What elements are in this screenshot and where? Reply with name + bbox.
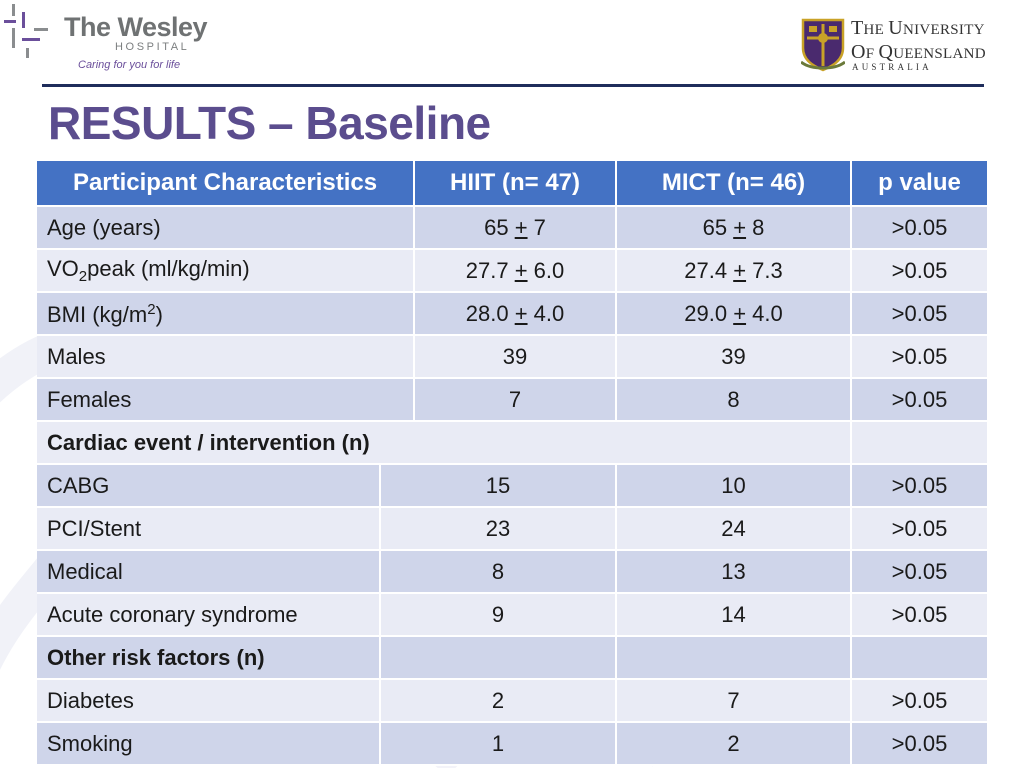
header-divider [42, 84, 984, 87]
table-row-vo2peak: VO2peak (ml/kg/min) 27.7 + 6.0 27.4 + 7.… [37, 250, 987, 293]
empty-cell [852, 422, 987, 465]
mict-value: 14 [617, 594, 852, 637]
hiit-value: 9 [381, 594, 617, 637]
p-value: >0.05 [852, 508, 987, 551]
table-row-smoking: Smoking 1 2 >0.05 [37, 723, 987, 766]
table-section-cardiac: Cardiac event / intervention (n) [37, 422, 987, 465]
table-section-risk-factors: Other risk factors (n) [37, 637, 987, 680]
p-value: >0.05 [852, 680, 987, 723]
row-label: CABG [37, 465, 381, 508]
row-label: VO2peak (ml/kg/min) [37, 250, 415, 293]
uq-crest-icon [801, 18, 845, 72]
baseline-results-table: Participant Characteristics HIIT (n= 47)… [37, 161, 987, 766]
hiit-value: 7 [415, 379, 617, 422]
wesley-cross-icon [4, 4, 48, 58]
hiit-value: 28.0 + 4.0 [415, 293, 617, 336]
table-row-pci-stent: PCI/Stent 23 24 >0.05 [37, 508, 987, 551]
hiit-value: 65 + 7 [415, 207, 617, 250]
empty-cell [381, 637, 617, 680]
row-label: PCI/Stent [37, 508, 381, 551]
hiit-value: 1 [381, 723, 617, 766]
hiit-value: 2 [381, 680, 617, 723]
section-label: Cardiac event / intervention (n) [37, 422, 852, 465]
table-row-diabetes: Diabetes 2 7 >0.05 [37, 680, 987, 723]
table-row-cabg: CABG 15 10 >0.05 [37, 465, 987, 508]
hospital-name: The Wesley [64, 12, 208, 42]
row-label: Acute coronary syndrome [37, 594, 381, 637]
p-value: >0.05 [852, 551, 987, 594]
empty-cell [617, 637, 852, 680]
row-label: Diabetes [37, 680, 381, 723]
header-p-value: p value [852, 161, 987, 207]
wesley-hospital-logo: The Wesley HOSPITAL Caring for you for l… [4, 4, 208, 74]
table-header-row: Participant Characteristics HIIT (n= 47)… [37, 161, 987, 207]
hiit-value: 23 [381, 508, 617, 551]
table-row-females: Females 7 8 >0.05 [37, 379, 987, 422]
university-name-line2: OF QUEENSLAND [851, 41, 986, 63]
p-value: >0.05 [852, 293, 987, 336]
mict-value: 2 [617, 723, 852, 766]
mict-value: 10 [617, 465, 852, 508]
p-value: >0.05 [852, 336, 987, 379]
p-value: >0.05 [852, 723, 987, 766]
p-value: >0.05 [852, 465, 987, 508]
mict-value: 29.0 + 4.0 [617, 293, 852, 336]
table-row-age: Age (years) 65 + 7 65 + 8 >0.05 [37, 207, 987, 250]
row-label: Age (years) [37, 207, 415, 250]
hiit-value: 8 [381, 551, 617, 594]
table-row-bmi: BMI (kg/m2) 28.0 + 4.0 29.0 + 4.0 >0.05 [37, 293, 987, 336]
section-label: Other risk factors (n) [37, 637, 381, 680]
university-name-line1: THE UNIVERSITY [851, 17, 985, 39]
p-value: >0.05 [852, 379, 987, 422]
table-row-males: Males 39 39 >0.05 [37, 336, 987, 379]
mict-value: 24 [617, 508, 852, 551]
p-value: >0.05 [852, 594, 987, 637]
row-label: Females [37, 379, 415, 422]
header-hiit: HIIT (n= 47) [415, 161, 617, 207]
header-mict: MICT (n= 46) [617, 161, 852, 207]
hiit-value: 27.7 + 6.0 [415, 250, 617, 293]
row-label: Smoking [37, 723, 381, 766]
table-row-medical: Medical 8 13 >0.05 [37, 551, 987, 594]
p-value: >0.05 [852, 250, 987, 293]
mict-value: 13 [617, 551, 852, 594]
row-label: Medical [37, 551, 381, 594]
row-label: BMI (kg/m2) [37, 293, 415, 336]
hiit-value: 15 [381, 465, 617, 508]
slide-title: RESULTS – Baseline [48, 97, 491, 149]
header-characteristics: Participant Characteristics [37, 161, 415, 207]
row-label: Males [37, 336, 415, 379]
university-country: AUSTRALIA [852, 62, 932, 72]
hiit-value: 39 [415, 336, 617, 379]
hospital-subtitle: HOSPITAL [115, 41, 190, 53]
mict-value: 27.4 + 7.3 [617, 250, 852, 293]
mict-value: 8 [617, 379, 852, 422]
empty-cell [852, 637, 987, 680]
p-value: >0.05 [852, 207, 987, 250]
mict-value: 65 + 8 [617, 207, 852, 250]
university-name: THE UNIVERSITY OF QUEENSLAND [851, 17, 986, 65]
mict-value: 7 [617, 680, 852, 723]
table-row-acute-coronary-syndrome: Acute coronary syndrome 9 14 >0.05 [37, 594, 987, 637]
hospital-tagline: Caring for you for life [78, 59, 181, 71]
mict-value: 39 [617, 336, 852, 379]
